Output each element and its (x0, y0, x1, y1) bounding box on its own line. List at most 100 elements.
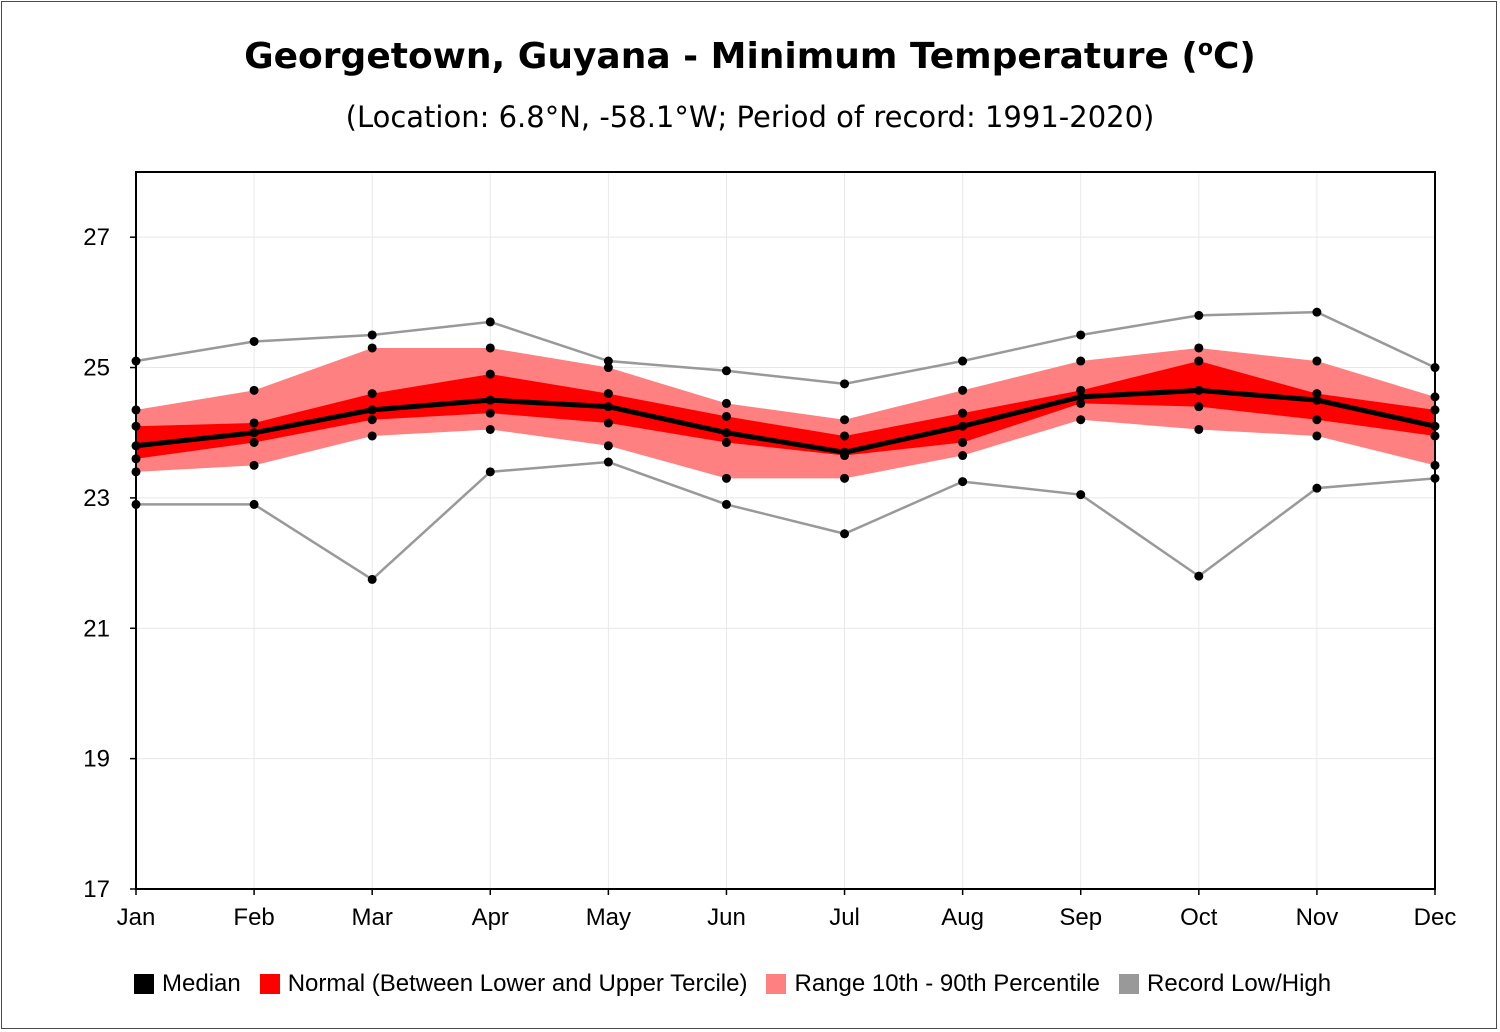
upper-tercile-point (958, 408, 968, 418)
record-high-point (1312, 307, 1322, 317)
median-point (958, 421, 968, 431)
record-low-point (1194, 571, 1204, 581)
legend-swatch (259, 974, 280, 994)
p10-point (1312, 431, 1322, 441)
chart-title: Georgetown, Guyana - Minimum Temperature… (244, 36, 1256, 77)
gridlines (135, 172, 1436, 890)
x-tick-label: Feb (233, 904, 274, 931)
plot-border (135, 171, 1436, 890)
median-point (1194, 385, 1204, 395)
record-high-point (721, 366, 731, 376)
x-tick-label: Jan (117, 904, 156, 931)
p10-point (1194, 424, 1204, 434)
x-tick-label: Sep (1059, 904, 1102, 931)
record-low-point (840, 529, 850, 539)
x-tick-label: Jun (707, 904, 746, 931)
bands (136, 347, 1435, 479)
record-high-point (603, 356, 613, 366)
lower-tercile-point (1076, 398, 1086, 408)
x-tick-label: Aug (941, 904, 984, 931)
y-tick-label: 17 (83, 876, 110, 903)
p10-point (958, 451, 968, 461)
record-low-point (249, 499, 259, 509)
lower-tercile-point (603, 418, 613, 428)
p90-point (958, 385, 968, 395)
median-point (603, 402, 613, 412)
p90-point (1076, 356, 1086, 366)
record-low-point (958, 477, 968, 487)
x-tick-label: Dec (1414, 904, 1457, 931)
y-tick-label: 27 (83, 224, 110, 251)
p90-point (367, 343, 377, 353)
y-tick-label: 21 (83, 615, 110, 642)
legend-swatch (1119, 974, 1140, 994)
p90-point (249, 385, 259, 395)
legend-item: Record Low/High (1119, 970, 1331, 998)
record-high-point (1194, 310, 1204, 320)
x-tick-label: Apr (472, 904, 509, 931)
p90-point (1194, 343, 1204, 353)
x-tick-label: Mar (352, 904, 393, 931)
x-tick-label: May (586, 904, 631, 931)
median-point (367, 405, 377, 415)
record-high-point (958, 356, 968, 366)
lower-tercile-point (1312, 415, 1322, 425)
upper-tercile-point (1194, 356, 1204, 366)
upper-tercile-point (721, 411, 731, 421)
upper-tercile-point (485, 369, 495, 379)
record-high-line (135, 310, 1436, 386)
record-low-point (1312, 483, 1322, 493)
legend-item: Median (134, 970, 241, 998)
y-tick-label: 23 (83, 485, 110, 512)
median-point (721, 428, 731, 438)
legend: Median Normal (Between Lower and Upper Te… (134, 968, 1350, 1000)
lower-tercile-point (249, 438, 259, 448)
record-high-point (1076, 330, 1086, 340)
legend-label: Record Low/High (1147, 970, 1332, 997)
upper-tercile-point (249, 418, 259, 428)
upper-tercile-point (840, 431, 850, 441)
x-tick-label: Jul (829, 904, 860, 931)
legend-swatch (766, 974, 787, 994)
p10-point (840, 473, 850, 483)
median-point (1312, 395, 1322, 405)
p10-point (721, 473, 731, 483)
lower-tercile-point (721, 438, 731, 448)
median-point (1076, 392, 1086, 402)
x-tick-label: Oct (1180, 904, 1218, 931)
lines (135, 310, 1436, 581)
p10-point (1076, 415, 1086, 425)
record-low-point (1076, 490, 1086, 500)
record-low-point (603, 457, 613, 467)
legend-label: Normal (Between Lower and Upper Tercile) (287, 970, 748, 997)
p10-point (485, 424, 495, 434)
lower-tercile-point (367, 415, 377, 425)
record-high-point (367, 330, 377, 340)
p90-point (840, 415, 850, 425)
p90-point (485, 343, 495, 353)
upper-tercile-point (367, 389, 377, 399)
p10-point (603, 441, 613, 451)
lower-tercile-point (958, 438, 968, 448)
p10-point (249, 460, 259, 470)
record-high-point (485, 317, 495, 327)
legend-item: Range 10th - 90th Percentile (766, 970, 1100, 998)
x-tick-label: Nov (1296, 904, 1339, 931)
legend-swatch (134, 974, 154, 994)
lower-tercile-point (485, 408, 495, 418)
upper-tercile-point (1076, 385, 1086, 395)
record-low-point (721, 499, 731, 509)
chart-subtitle: (Location: 6.8°N, -58.1°W; Period of rec… (345, 100, 1155, 134)
lower-tercile-point (1194, 402, 1204, 412)
record-high-point (840, 379, 850, 389)
p90-point (603, 363, 613, 373)
median-point (485, 395, 495, 405)
record-low-line (136, 460, 1436, 581)
upper-tercile-point (603, 389, 613, 399)
y-tick-label: 19 (83, 746, 110, 773)
p90-point (721, 398, 731, 408)
y-axis: 17 19 21 23 25 27 (83, 224, 136, 903)
record-low-point (485, 467, 495, 477)
p90-point (1312, 356, 1322, 366)
